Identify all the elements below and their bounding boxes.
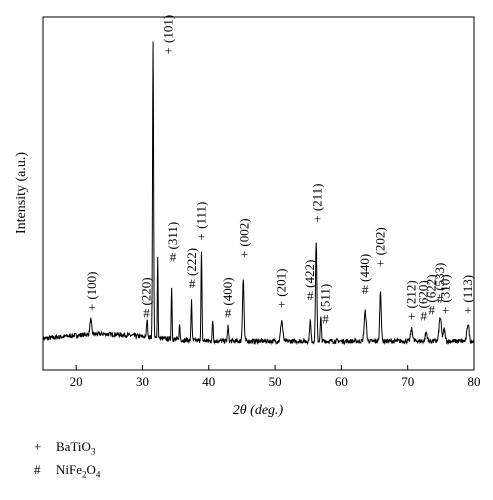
peak-hkl-2: (101) [160,15,175,43]
peak-symbol-19: + [464,303,471,318]
peak-symbol-6: # [225,306,232,321]
legend-label-nife2o4-a: NiFe [56,461,82,477]
peak-hkl-15: (620) [416,280,431,308]
legend-symbol-plus: + [34,439,42,454]
x-tick-label-20: 20 [70,374,83,389]
legend-sub-nife2o4-a: 2 [82,469,87,480]
legend: + BaTiO3 # NiFe2O4 [34,439,100,482]
peak-symbol-13: + [377,255,384,270]
peak-hkl-12: (440) [357,254,372,282]
peak-hkl-16: (622) [424,274,439,302]
x-tick-label-60: 60 [335,374,348,389]
peak-hkl-8: (201) [274,269,289,297]
legend-sub-batio3: 3 [90,446,96,457]
peak-symbol-0: + [88,300,95,315]
x-tick-label-50: 50 [269,374,282,389]
legend-label-batio3: BaTiO [56,439,91,454]
peak-hkl-19: (113) [460,275,475,303]
peak-symbol-8: + [278,297,285,312]
peak-hkl-18: (310) [437,274,452,302]
peak-symbol-4: # [189,276,196,291]
peak-hkl-10: (211) [310,183,325,211]
peak-symbol-16: # [428,303,435,318]
peak-hkl-5: (111) [193,202,208,229]
peak-hkl-1: (220) [138,277,153,305]
legend-symbol-hash: # [34,461,41,477]
peak-symbol-12: # [362,282,369,297]
legend-label-nife2o4-b: O [86,461,96,477]
peak-symbol-14: + [408,309,415,324]
legend-item-nife2o4: # NiFe2O4 [34,462,100,483]
x-tick-label-30: 30 [136,374,149,389]
plot-frame [42,16,475,371]
x-tick-label-80: 80 [468,374,481,389]
peak-symbol-3: # [170,250,177,265]
peak-hkl-0: (100) [84,271,99,299]
peak-hkl-4: (222) [184,248,199,276]
peak-symbol-10: + [314,211,321,226]
legend-item-batio3: + BaTiO3 [34,439,100,460]
peak-symbol-1: # [143,306,150,321]
peak-hkl-14: (212) [404,280,419,308]
peak-symbol-11: # [322,311,329,326]
y-axis-label: Intensity (a.u.) [14,152,29,234]
peak-symbol-15: # [420,309,427,324]
peak-annotations: +(100)#(220)+(101)#(311)#(222)+(111)#(40… [84,15,475,327]
peak-hkl-17: (533) [432,263,447,291]
peak-symbol-2: + [165,43,172,58]
peak-symbol-7: + [241,247,248,262]
x-tick-label-40: 40 [202,374,215,389]
peak-hkl-3: (311) [165,222,180,250]
peak-hkl-7: (002) [237,218,252,246]
x-axis-ticks: 20 30 40 50 60 70 80 [70,365,481,389]
peak-hkl-9: (422) [302,260,317,288]
x-tick-label-70: 70 [401,374,414,389]
peak-symbol-5: + [198,229,205,244]
peak-symbol-17: # [437,291,444,306]
x-axis-label: 2θ (deg.) [233,403,284,418]
peak-symbol-18: + [442,303,449,318]
peak-hkl-11: (511) [317,284,332,312]
spectrum-series [42,41,475,346]
spectrum-line [42,41,475,346]
peak-hkl-13: (202) [373,227,388,255]
peak-hkl-6: (400) [220,277,235,305]
peak-symbol-9: # [307,288,314,303]
legend-sub-nife2o4-b: 4 [95,469,101,480]
